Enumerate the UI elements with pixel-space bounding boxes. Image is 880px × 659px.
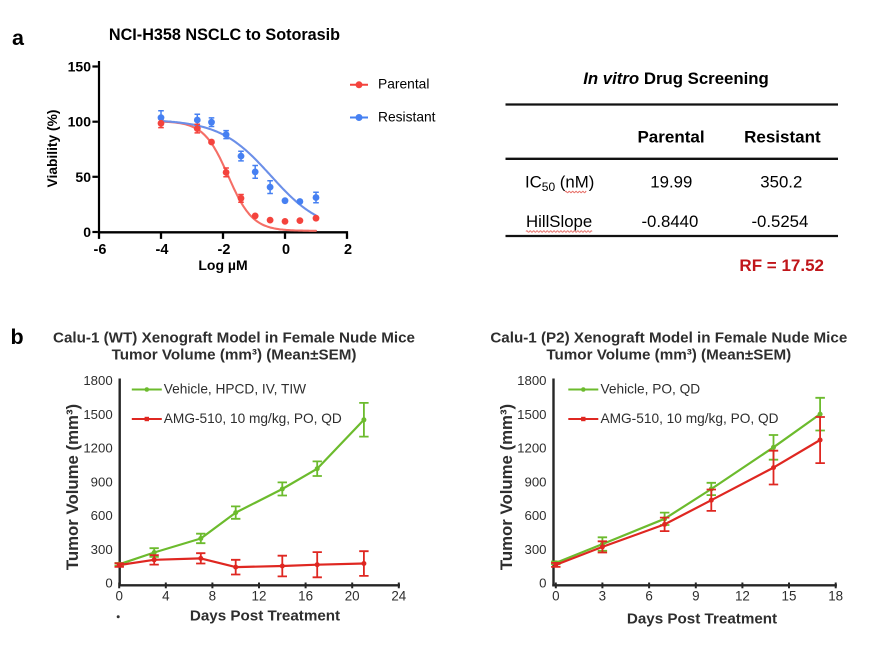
svg-text:AMG-510, 10 mg/kg, PO, QD: AMG-510, 10 mg/kg, PO, QD bbox=[601, 411, 779, 426]
svg-text:24: 24 bbox=[391, 588, 406, 603]
svg-text:Resistant: Resistant bbox=[744, 128, 821, 147]
svg-text:19.99: 19.99 bbox=[650, 173, 692, 192]
svg-text:1800: 1800 bbox=[517, 373, 546, 388]
svg-text:Log µM: Log µM bbox=[198, 257, 247, 273]
svg-text:12: 12 bbox=[735, 588, 750, 603]
svg-text:Tumor Volume (mm³): Tumor Volume (mm³) bbox=[63, 404, 82, 570]
svg-text:4: 4 bbox=[162, 588, 170, 603]
svg-text:100: 100 bbox=[68, 114, 92, 130]
svg-text:0: 0 bbox=[105, 576, 112, 591]
svg-text:300: 300 bbox=[524, 542, 546, 557]
svg-text:HillSlope: HillSlope bbox=[526, 212, 592, 231]
svg-text:b: b bbox=[11, 325, 24, 349]
svg-text:600: 600 bbox=[524, 508, 546, 523]
svg-text:IC50 (nM): IC50 (nM) bbox=[525, 173, 594, 195]
svg-text:Tumor Volume (mm³) (Mean±SEM): Tumor Volume (mm³) (Mean±SEM) bbox=[112, 346, 357, 363]
svg-text:NCI-H358 NSCLC to Sotorasib: NCI-H358 NSCLC to Sotorasib bbox=[109, 26, 340, 44]
svg-text:Parental: Parental bbox=[637, 128, 704, 147]
svg-text:Tumor Volume (mm³): Tumor Volume (mm³) bbox=[497, 404, 516, 570]
svg-text:Vehicle, HPCD, IV, TIW: Vehicle, HPCD, IV, TIW bbox=[164, 382, 306, 397]
svg-text:1500: 1500 bbox=[517, 407, 546, 422]
svg-text:a: a bbox=[12, 26, 25, 50]
svg-text:50: 50 bbox=[75, 169, 91, 185]
svg-text:AMG-510, 10 mg/kg, PO, QD: AMG-510, 10 mg/kg, PO, QD bbox=[164, 411, 342, 426]
svg-text:Calu-1 (P2) Xenograft Model in: Calu-1 (P2) Xenograft Model in Female Nu… bbox=[490, 329, 847, 346]
svg-text:-2: -2 bbox=[218, 242, 231, 258]
svg-text:300: 300 bbox=[91, 542, 113, 557]
svg-text:RF = 17.52: RF = 17.52 bbox=[739, 256, 824, 275]
svg-text:Parental: Parental bbox=[378, 77, 429, 92]
svg-text:Viability (%): Viability (%) bbox=[45, 110, 60, 188]
svg-text:18: 18 bbox=[828, 588, 843, 603]
svg-text:-0.8440: -0.8440 bbox=[641, 212, 698, 231]
svg-text:-4: -4 bbox=[156, 242, 169, 258]
svg-text:8: 8 bbox=[209, 588, 216, 603]
svg-text:0: 0 bbox=[83, 224, 91, 240]
svg-text:Days Post Treatment: Days Post Treatment bbox=[627, 611, 777, 628]
svg-text:350.2: 350.2 bbox=[760, 173, 802, 192]
svg-text:1500: 1500 bbox=[83, 407, 112, 422]
svg-text:1200: 1200 bbox=[83, 441, 112, 456]
svg-text:15: 15 bbox=[782, 588, 797, 603]
svg-text:Tumor Volume (mm³) (Mean±SEM): Tumor Volume (mm³) (Mean±SEM) bbox=[546, 346, 791, 363]
svg-text:16: 16 bbox=[298, 588, 313, 603]
svg-text:1200: 1200 bbox=[517, 441, 546, 456]
svg-text:In vitro Drug Screening: In vitro Drug Screening bbox=[583, 69, 769, 88]
svg-text:Resistant: Resistant bbox=[378, 109, 436, 124]
svg-text:-0.5254: -0.5254 bbox=[751, 212, 808, 231]
svg-text:0: 0 bbox=[115, 588, 122, 603]
svg-text:150: 150 bbox=[68, 59, 92, 75]
svg-text:12: 12 bbox=[252, 588, 267, 603]
svg-text:2: 2 bbox=[344, 242, 352, 258]
svg-text:Days Post Treatment: Days Post Treatment bbox=[190, 608, 340, 625]
svg-text:Calu-1 (WT) Xenograft Model in: Calu-1 (WT) Xenograft Model in Female Nu… bbox=[53, 329, 415, 346]
svg-text:-6: -6 bbox=[94, 242, 107, 258]
svg-text:0: 0 bbox=[539, 576, 546, 591]
svg-text:1800: 1800 bbox=[83, 373, 112, 388]
svg-text:900: 900 bbox=[91, 474, 113, 489]
svg-text:0: 0 bbox=[552, 588, 559, 603]
svg-text:20: 20 bbox=[345, 588, 360, 603]
svg-text:600: 600 bbox=[91, 508, 113, 523]
svg-text:6: 6 bbox=[645, 588, 652, 603]
svg-text:900: 900 bbox=[524, 474, 546, 489]
svg-text:Vehicle, PO, QD: Vehicle, PO, QD bbox=[601, 382, 701, 397]
svg-text:0: 0 bbox=[282, 242, 290, 258]
svg-text:3: 3 bbox=[599, 588, 606, 603]
svg-text:9: 9 bbox=[692, 588, 699, 603]
